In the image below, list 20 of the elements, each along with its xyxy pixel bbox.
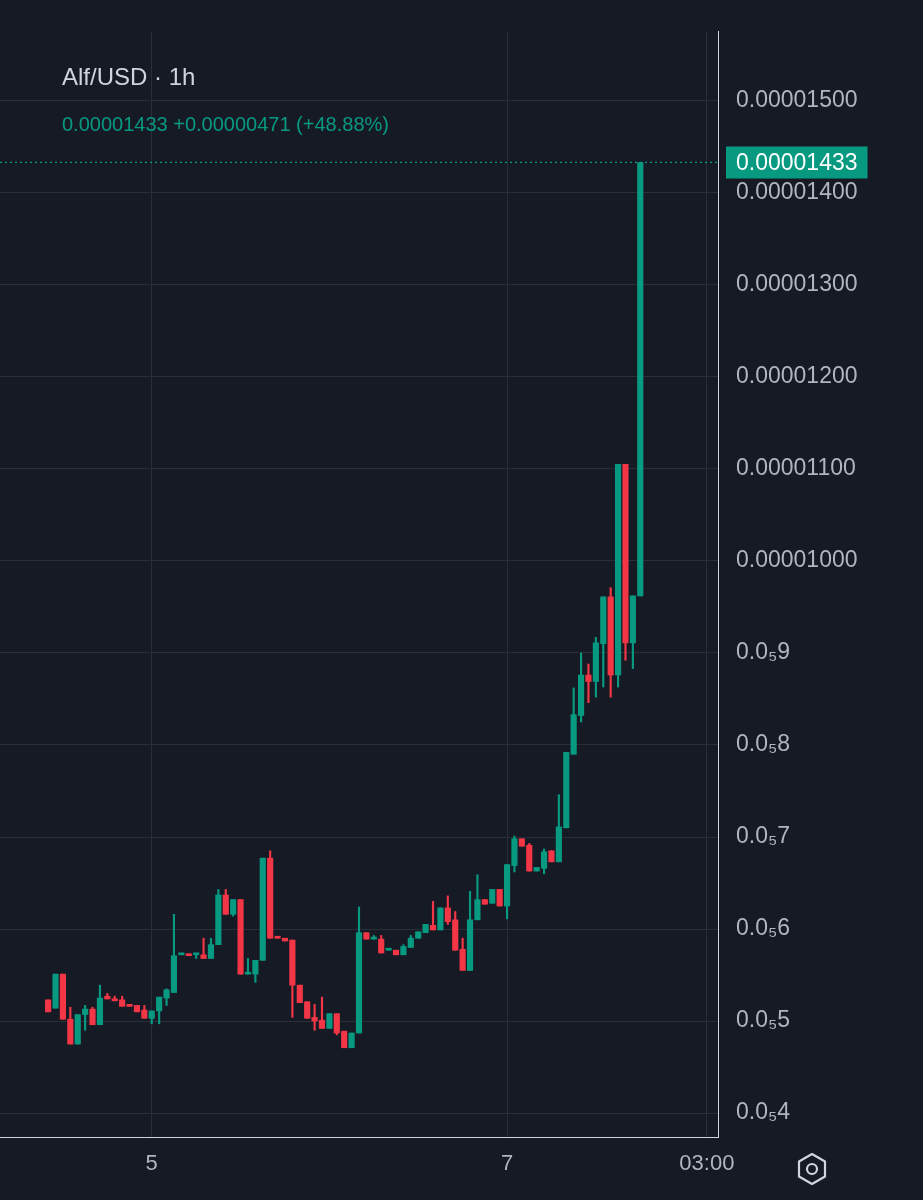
- y-tick-label: 0.0₅4: [736, 1098, 791, 1125]
- text: Alf/USD · 1h: [62, 62, 196, 90]
- y-tick-label: 0.00001300: [736, 270, 858, 297]
- y-tick-label: 0.0₅9: [736, 638, 791, 665]
- candlestick: [585, 663, 592, 703]
- y-tick-label: 0.00001000: [736, 546, 858, 573]
- annotation: 0.00001433 +0.00000471 (+48.88%): [62, 112, 389, 135]
- y-tick-label: 0.00001100: [736, 454, 856, 481]
- y-tick-label: 0.0₅8: [736, 730, 791, 757]
- y-tick-label: 0.00001500: [736, 86, 858, 113]
- y-tick-label: 0.0₅7: [736, 822, 791, 849]
- ref-line-label: 0.00001433: [736, 148, 858, 175]
- y-tick-label: 0.00001400: [736, 178, 858, 205]
- y-tick-label: 0.0₅5: [736, 1006, 791, 1033]
- candlestick: [200, 937, 207, 959]
- x-tick-label: 7: [500, 1150, 514, 1176]
- x-tick-label: 5: [145, 1150, 158, 1176]
- y-tick-label: 0.0₅6: [736, 914, 791, 941]
- x-tick-label: 03:00: [679, 1150, 735, 1176]
- y-tick-label: 0.00001200: [736, 362, 858, 389]
